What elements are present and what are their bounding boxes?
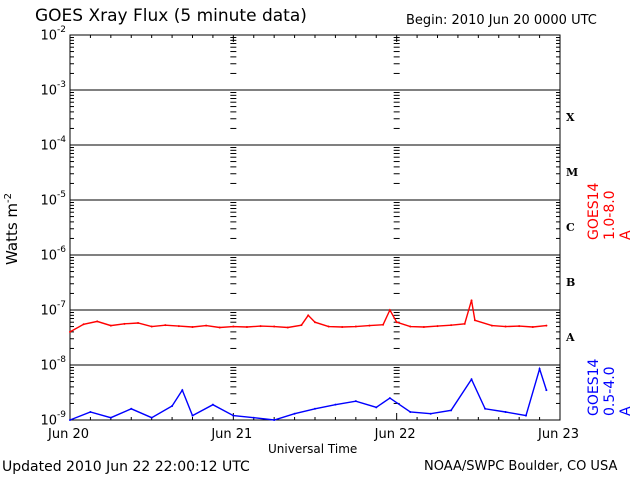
point-long-wave: [286, 326, 289, 329]
flare-class-label: C: [566, 220, 575, 234]
chart-title: GOES Xray Flux (5 minute data): [35, 6, 307, 26]
x-tick-label: Jun 22: [374, 427, 416, 442]
point-long-wave: [470, 299, 473, 302]
point-short-wave: [171, 404, 174, 407]
point-short-wave: [429, 412, 432, 415]
updated-time: Updated 2010 Jun 22 22:00:12 UTC: [2, 459, 250, 475]
y-tick-label: 10-9: [40, 410, 66, 429]
point-short-wave: [545, 389, 548, 392]
point-short-wave: [409, 410, 412, 413]
flare-class-label: X: [566, 110, 575, 124]
flare-class-label: M: [566, 165, 579, 179]
point-long-wave: [245, 326, 248, 329]
point-long-wave: [436, 325, 439, 328]
point-short-wave: [484, 407, 487, 410]
point-short-wave: [181, 389, 184, 392]
point-long-wave: [409, 325, 412, 328]
y-tick-label: 10-6: [40, 245, 66, 264]
point-short-wave: [334, 403, 337, 406]
x-tick-label: Jun 21: [211, 427, 253, 442]
y-tick-label: 10-7: [40, 300, 66, 319]
point-long-wave: [382, 323, 385, 326]
point-short-wave: [191, 414, 194, 417]
y-tick-label: 10-3: [40, 80, 66, 99]
point-long-wave: [205, 324, 208, 327]
point-long-wave: [314, 321, 316, 324]
point-long-wave: [307, 314, 310, 317]
point-short-wave: [354, 400, 357, 403]
point-short-wave: [375, 406, 378, 409]
point-long-wave: [69, 330, 71, 333]
y-tick-label: 10-4: [40, 135, 66, 154]
y-tick-label: 10-5: [40, 190, 66, 209]
point-long-wave: [463, 322, 466, 325]
point-long-wave: [218, 326, 221, 329]
point-long-wave: [123, 322, 126, 325]
flare-class-label: B: [566, 275, 576, 289]
point-short-wave: [89, 410, 92, 413]
point-long-wave: [490, 324, 493, 327]
point-short-wave: [211, 403, 214, 406]
point-long-wave: [388, 309, 391, 311]
point-long-wave: [191, 326, 194, 329]
begin-time: Begin: 2010 Jun 20 0000 UTC: [406, 13, 597, 28]
point-short-wave: [130, 407, 133, 410]
point-short-wave: [314, 407, 316, 410]
point-short-wave: [470, 378, 473, 381]
point-long-wave: [473, 319, 476, 322]
point-short-wave: [504, 410, 507, 413]
point-long-wave: [422, 326, 425, 329]
point-long-wave: [395, 321, 398, 324]
point-long-wave: [273, 325, 276, 328]
point-long-wave: [109, 324, 112, 327]
point-long-wave: [96, 320, 99, 323]
plot-frame: [69, 34, 561, 421]
x-axis-title: Universal Time: [268, 442, 358, 456]
point-long-wave: [341, 326, 344, 329]
point-long-wave: [450, 324, 453, 327]
point-short-wave: [450, 409, 453, 412]
point-short-wave: [69, 419, 71, 421]
point-long-wave: [232, 325, 235, 328]
x-tick-label: Jun 23: [538, 427, 579, 442]
point-long-wave: [82, 323, 85, 326]
point-long-wave: [177, 325, 180, 328]
point-short-wave: [524, 414, 527, 417]
point-long-wave: [545, 324, 548, 327]
point-short-wave: [388, 397, 391, 400]
y-tick-label: 10-2: [40, 25, 66, 44]
point-long-wave: [164, 324, 167, 327]
point-long-wave: [354, 325, 357, 328]
credit: NOAA/SWPC Boulder, CO USA: [424, 459, 618, 474]
point-short-wave: [538, 367, 541, 370]
point-short-wave: [273, 419, 276, 421]
point-long-wave: [504, 325, 507, 328]
x-tick-label: Jun 20: [48, 427, 89, 442]
point-long-wave: [327, 325, 330, 328]
point-long-wave: [150, 325, 153, 328]
point-long-wave: [300, 324, 303, 327]
point-long-wave: [137, 322, 140, 325]
point-short-wave: [109, 416, 112, 419]
point-short-wave: [252, 416, 255, 419]
point-short-wave: [293, 412, 296, 415]
point-short-wave: [150, 416, 153, 419]
series-line-short-wave: [69, 366, 548, 421]
point-long-wave: [368, 324, 371, 327]
flare-class-label: A: [566, 330, 575, 344]
point-long-wave: [518, 325, 521, 328]
point-long-wave: [531, 326, 534, 329]
y-tick-label: 10-8: [40, 355, 66, 374]
point-long-wave: [259, 325, 262, 328]
point-short-wave: [232, 414, 235, 417]
